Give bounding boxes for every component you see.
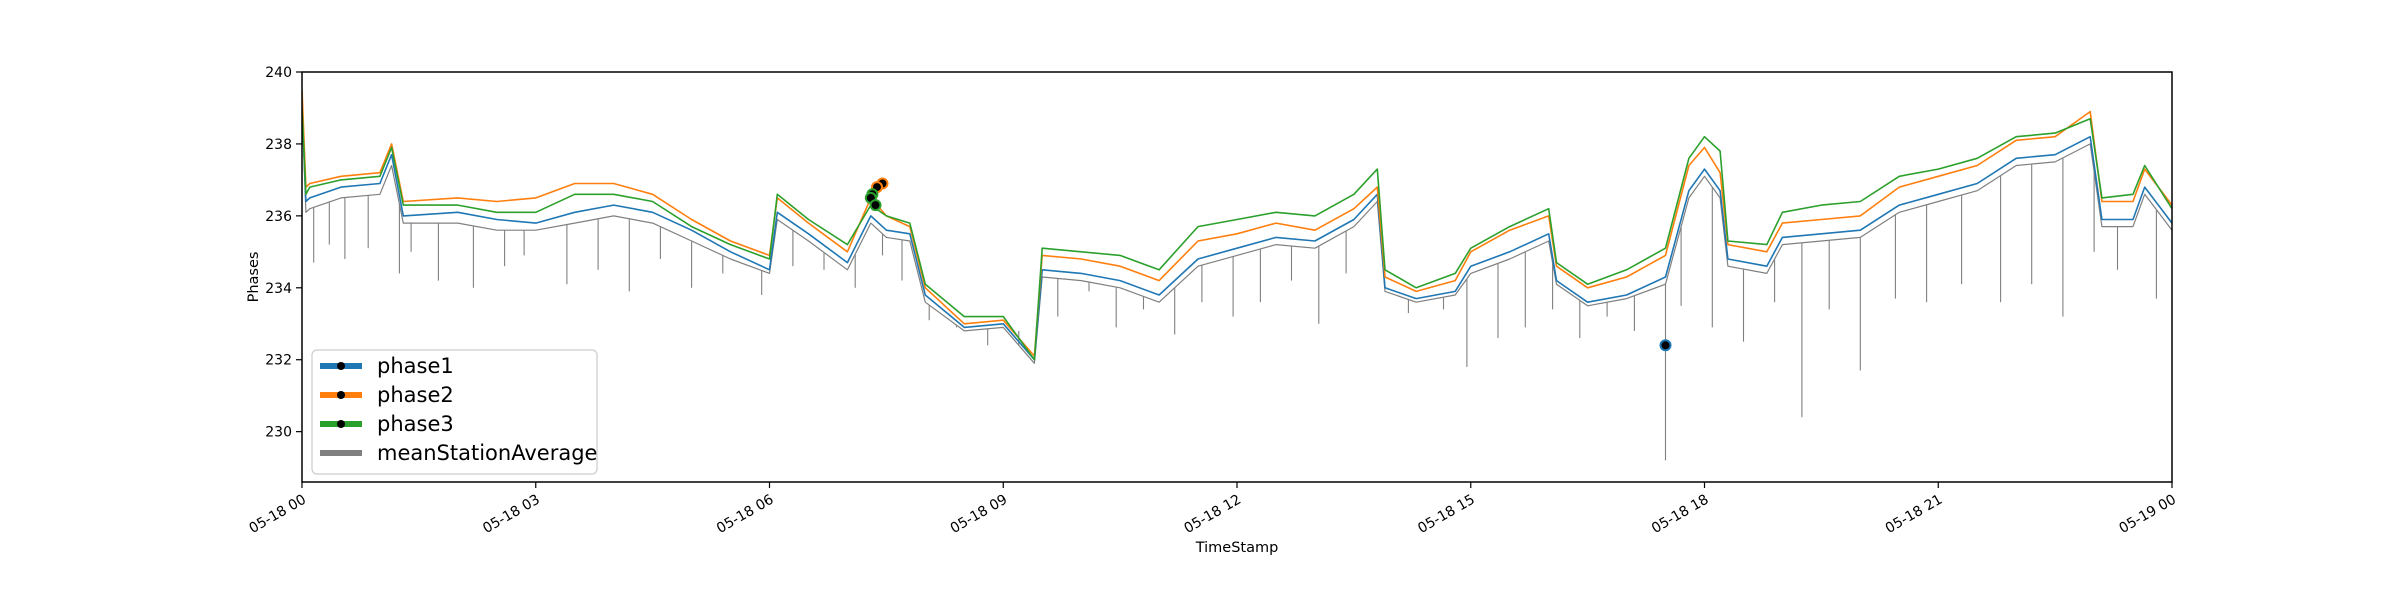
plot-marker-layer — [864, 177, 1672, 352]
x-axis-label: TimeStamp — [1195, 540, 1279, 556]
legend-label-meanstationaverage: meanStationAverage — [377, 441, 597, 465]
y-tick-label: 232 — [265, 353, 292, 369]
legend-marker-phase3 — [337, 420, 345, 428]
y-axis-label: Phases — [246, 252, 262, 303]
y-tick-label: 240 — [265, 65, 292, 81]
legend-marker-phase2 — [337, 391, 345, 399]
series-phase1-line — [302, 100, 2172, 361]
legend-label-phase2: phase2 — [377, 383, 454, 407]
y-tick-label: 230 — [265, 425, 292, 441]
legend-label-phase3: phase3 — [377, 412, 454, 436]
plot-series-layer — [302, 89, 2172, 461]
marker-phase3 — [869, 199, 882, 212]
y-tick-label: 238 — [265, 137, 292, 153]
legend-label-phase1: phase1 — [377, 354, 454, 378]
marker-phase1 — [1659, 339, 1672, 352]
legend-frame — [311, 349, 598, 475]
legend-marker-phase1 — [337, 362, 345, 370]
y-tick-label: 234 — [265, 281, 292, 297]
y-tick-label: 236 — [265, 209, 292, 225]
series-phase3-line — [302, 107, 2172, 361]
legend: phase1 phase2 phase3 meanStationAverage — [311, 349, 598, 475]
series-meanstationaverage-line — [302, 107, 2172, 364]
series-phase2-line — [302, 89, 2172, 357]
